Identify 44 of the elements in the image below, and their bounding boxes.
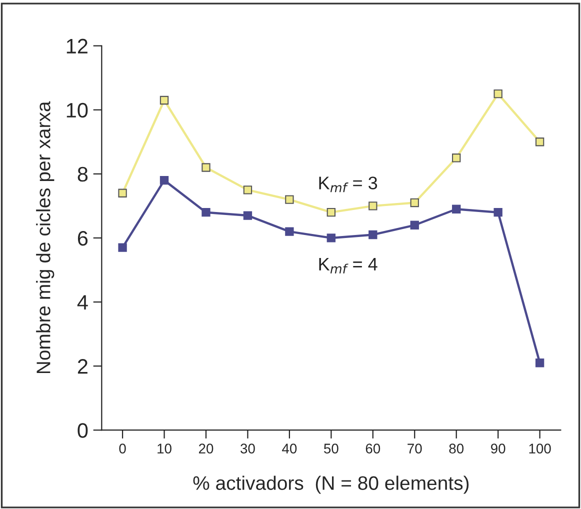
y-tick-label: 6 (78, 230, 88, 246)
point (160, 96, 169, 105)
point (535, 138, 544, 146)
point (494, 208, 502, 217)
x-tick-label: 20 (198, 444, 214, 454)
point (410, 198, 419, 208)
point (285, 227, 294, 236)
y-tick-label: 0 (78, 423, 88, 438)
point (285, 195, 294, 204)
point (118, 188, 127, 198)
y-axis-title: Nombre mig de cicles per xarxa (36, 101, 54, 374)
x-tick-label: 70 (408, 444, 422, 454)
point (243, 186, 252, 194)
point (368, 230, 378, 240)
series-label: K$_{mf}$ = 4 (319, 258, 378, 274)
point (410, 220, 419, 230)
point (452, 154, 461, 162)
point (243, 211, 252, 220)
x-axis-title: % activadors (N = 80 elements) (193, 476, 469, 494)
series-label: K$_{mf}$ = 3 (319, 176, 378, 192)
point (326, 234, 336, 242)
x-tick-label: 100 (529, 444, 551, 454)
point (326, 208, 336, 217)
y-tick-label: 10 (66, 102, 88, 118)
x-tick-label: 60 (366, 444, 380, 454)
point (202, 208, 210, 217)
point (118, 243, 127, 252)
x-tick-label: 50 (324, 444, 338, 454)
x-tick-label: 40 (282, 444, 297, 454)
x-tick-label: 80 (449, 444, 464, 454)
point (368, 202, 378, 210)
y-tick-label: 2 (78, 359, 88, 374)
x-tick-label: 10 (158, 444, 172, 454)
y-tick-label: 12 (66, 38, 88, 54)
point (160, 176, 169, 185)
point (452, 204, 461, 214)
point (494, 90, 502, 98)
x-tick-label: 90 (491, 444, 506, 454)
x-tick-label: 0 (119, 444, 126, 454)
y-tick-label: 4 (77, 295, 88, 310)
point (535, 358, 544, 368)
point (202, 163, 210, 172)
x-tick-label: 30 (240, 444, 255, 454)
y-tick-label: 8 (78, 166, 88, 182)
